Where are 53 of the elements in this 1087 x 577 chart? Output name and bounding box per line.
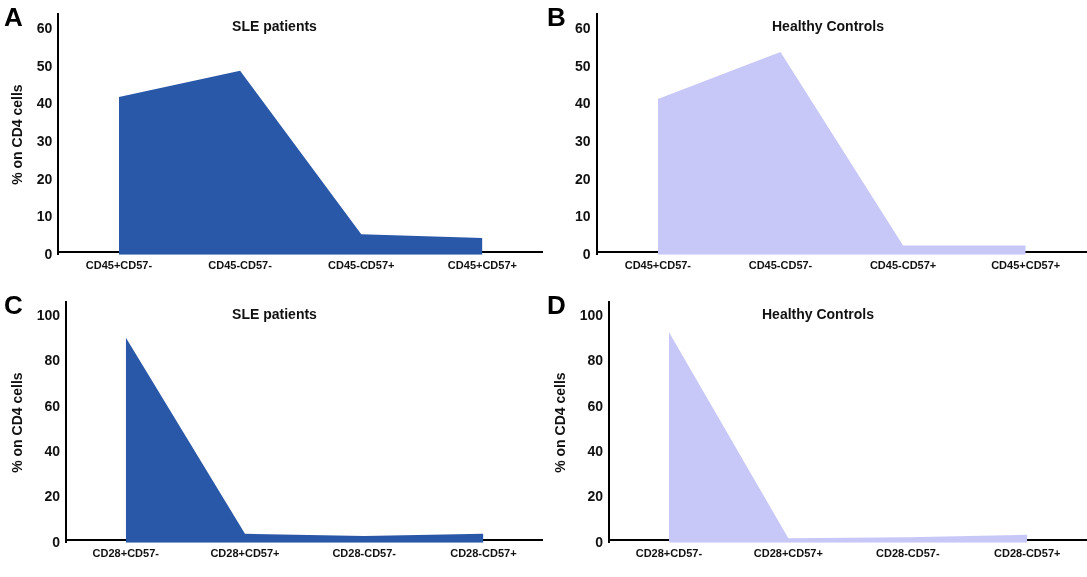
x-tick-label: CD28-CD57+ [450, 547, 517, 560]
x-tick-label: CD45-CD57- [208, 259, 273, 272]
y-tick-label: 20 [44, 488, 61, 505]
y-tick-label: 40 [574, 95, 591, 112]
y-tick-label: 60 [587, 397, 604, 414]
y-axis-title: % on CD4 cells [9, 372, 26, 473]
y-axis-title: % on CD4 cells [552, 372, 569, 473]
y-tick-label: 0 [52, 533, 61, 550]
x-tick-label: CD45-CD57- [748, 259, 813, 272]
y-tick-label: 10 [574, 208, 591, 225]
y-tick-label: 60 [36, 20, 53, 37]
y-tick-label: 0 [582, 245, 591, 262]
x-tick-label: CD45+CD57- [624, 259, 692, 272]
y-tick-label: 40 [587, 442, 604, 459]
x-tick-label: CD28-CD57- [332, 547, 397, 560]
chart-title: SLE patients [232, 305, 318, 322]
y-tick-label: 60 [574, 20, 591, 37]
y-tick-label: 60 [44, 397, 61, 414]
y-tick-label: 80 [587, 352, 604, 369]
y-tick-label: 20 [36, 170, 53, 187]
x-tick-label: CD28+CD57+ [210, 547, 280, 560]
y-tick-label: 0 [44, 245, 53, 262]
y-tick-label: 30 [36, 132, 53, 149]
y-tick-label: 100 [579, 306, 604, 323]
y-tick-label: 10 [36, 208, 53, 225]
text: D [547, 290, 566, 321]
x-tick-label: CD45-CD57+ [328, 259, 395, 272]
text: C [4, 290, 23, 321]
chart-title: Healthy Controls [771, 17, 885, 34]
y-tick-label: 50 [574, 57, 591, 74]
y-tick-label: 50 [36, 57, 53, 74]
x-tick-label: CD28+CD57- [92, 547, 160, 560]
y-tick-label: 30 [574, 132, 591, 149]
y-tick-label: 100 [36, 306, 61, 323]
y-tick-label: 20 [587, 488, 604, 505]
x-tick-label: CD28+CD57- [635, 547, 703, 560]
x-tick-label: CD28+CD57+ [753, 547, 823, 560]
x-tick-label: CD45+CD57- [85, 259, 153, 272]
y-tick-label: 80 [44, 352, 61, 369]
x-tick-label: CD28-CD57+ [994, 547, 1061, 560]
chart-title: Healthy Controls [761, 305, 875, 322]
x-tick-label: CD45+CD57+ [447, 259, 517, 272]
x-tick-label: CD45-CD57+ [869, 259, 937, 272]
x-tick-label: CD45+CD57+ [991, 259, 1061, 272]
chart-title: SLE patients [232, 17, 318, 34]
y-tick-label: 40 [44, 442, 61, 459]
x-tick-label: CD28-CD57- [876, 547, 940, 560]
y-axis-title: % on CD4 cells [9, 84, 26, 185]
text: A [4, 2, 23, 33]
y-tick-label: 40 [36, 95, 53, 112]
y-tick-label: 0 [595, 533, 604, 550]
y-tick-label: 20 [574, 170, 591, 187]
text: B [547, 2, 566, 33]
